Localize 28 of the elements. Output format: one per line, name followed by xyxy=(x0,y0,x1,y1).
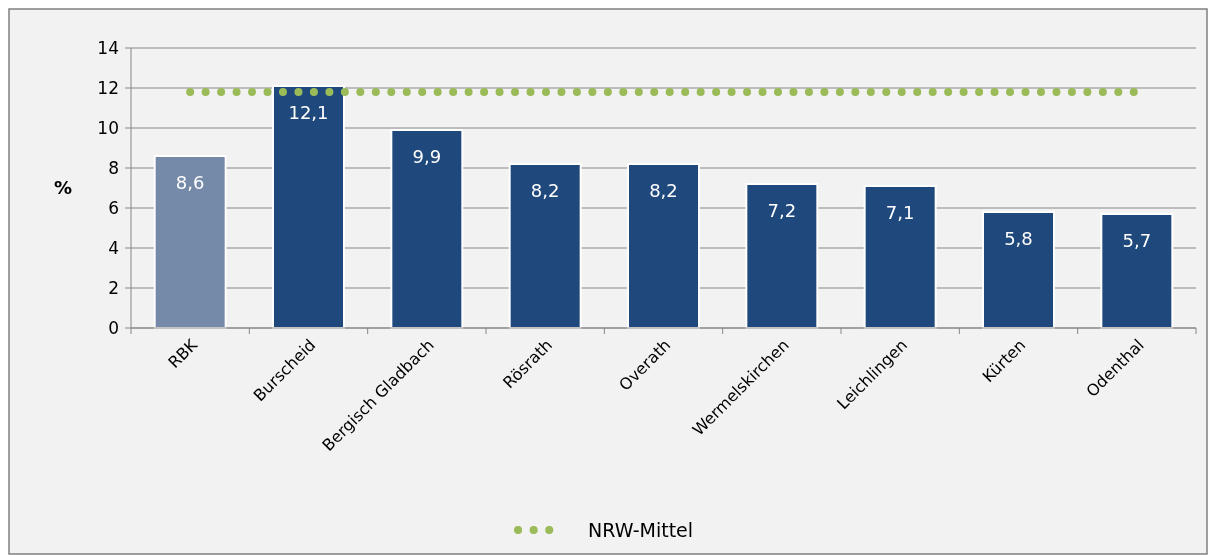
bar xyxy=(627,163,700,329)
data-label: 8,2 xyxy=(649,180,678,201)
bar xyxy=(863,185,937,329)
y-tick-label: 12 xyxy=(97,77,119,98)
data-label: 9,9 xyxy=(412,146,442,167)
data-label: 5,7 xyxy=(1122,230,1152,251)
data-label: 5,8 xyxy=(1004,228,1033,249)
y-axis-title: % xyxy=(53,177,73,199)
y-tick-label: 2 xyxy=(108,277,119,298)
y-tick-label: 0 xyxy=(108,317,119,338)
data-label: 8,2 xyxy=(530,180,560,201)
data-label: 12,1 xyxy=(288,102,329,123)
bar xyxy=(1100,213,1174,329)
data-label: 7,1 xyxy=(885,202,915,223)
data-label: 7,2 xyxy=(767,200,797,221)
bar xyxy=(390,129,464,329)
bar xyxy=(272,85,345,329)
y-tick-label: 14 xyxy=(97,37,119,58)
bar xyxy=(982,211,1055,329)
y-tick-label: 6 xyxy=(108,197,119,218)
bar xyxy=(745,183,819,329)
bar xyxy=(508,163,582,329)
y-tick-label: 4 xyxy=(108,237,119,258)
data-label: 8,6 xyxy=(175,172,205,193)
y-tick-label: 8 xyxy=(108,157,119,178)
bar xyxy=(153,155,227,329)
y-tick-label: 10 xyxy=(97,117,119,138)
legend-label: NRW-Mittel xyxy=(588,518,694,541)
